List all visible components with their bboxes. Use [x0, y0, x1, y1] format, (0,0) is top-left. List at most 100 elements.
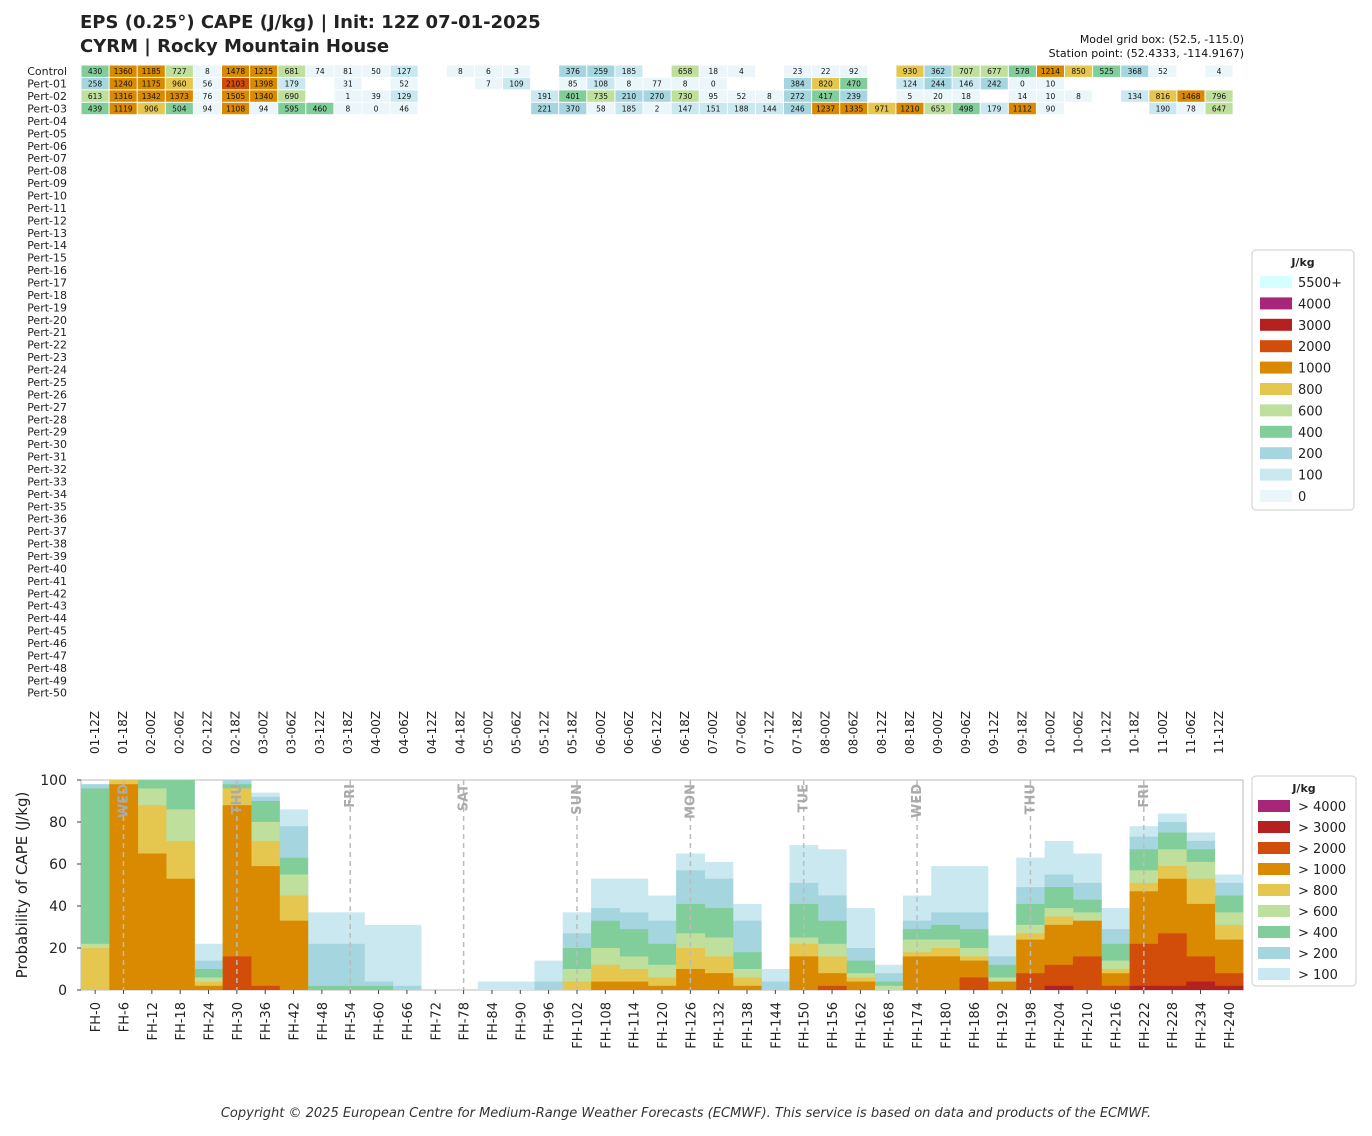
- cell-value: 239: [847, 92, 862, 101]
- cell-value: 850: [1071, 67, 1086, 76]
- cell-value: 92: [849, 67, 859, 76]
- heatmap-cell: [109, 65, 137, 77]
- heatmap-cell: [1121, 65, 1149, 77]
- cell-value: 109: [509, 80, 524, 89]
- cell-value: 2: [655, 105, 660, 114]
- cell-value: 1210: [900, 105, 919, 114]
- day-marker-label: SAT: [457, 784, 472, 811]
- heatmap-cell: [1036, 102, 1064, 115]
- cell-value: 1360: [114, 67, 133, 76]
- heatmap-cell: [615, 102, 643, 115]
- row-label: Pert-04: [27, 115, 67, 128]
- cell-value: 727: [172, 67, 187, 76]
- cell-value: 134: [1128, 92, 1143, 101]
- x-tick-label: FH-186: [968, 1002, 983, 1049]
- heatmap-cell: [1205, 90, 1233, 102]
- cell-value: 1478: [226, 67, 245, 76]
- heatmap-cell: [137, 65, 165, 77]
- cell-value: 370: [566, 105, 581, 114]
- heatmap-cell: [868, 102, 896, 115]
- heatmap-cell: [503, 77, 531, 90]
- probability-bar: [931, 956, 960, 990]
- x-tick-label: FH-120: [656, 1002, 671, 1049]
- row-label: Pert-49: [27, 674, 67, 687]
- heatmap-cell: [1036, 65, 1064, 77]
- column-label: 03-06Z: [285, 711, 299, 754]
- heatmap-cell: [1205, 102, 1233, 115]
- x-tick-label: FH-108: [599, 1002, 614, 1049]
- cell-value: 151: [706, 105, 721, 114]
- probability-bar: [364, 985, 394, 990]
- column-label: 08-06Z: [847, 711, 861, 754]
- probability-bar: [307, 943, 337, 990]
- heatmap-cell: [980, 77, 1008, 90]
- heatmap-cell: [784, 65, 812, 77]
- cell-value: 7: [486, 80, 491, 89]
- heatmap-cell: [615, 77, 643, 90]
- row-label: Pert-40: [27, 562, 67, 575]
- cell-value: 1398: [254, 80, 273, 89]
- probability-bar: [1157, 933, 1187, 990]
- x-tick-label: FH-138: [741, 1002, 756, 1049]
- cell-value: 1: [346, 92, 351, 101]
- x-tick-label: FH-114: [628, 1002, 643, 1049]
- row-label: Pert-13: [27, 227, 67, 240]
- heatmap-cell: [1205, 65, 1233, 77]
- probability-bar: [364, 981, 394, 990]
- heatmap-cell: [81, 102, 109, 115]
- row-label: Pert-07: [27, 152, 67, 165]
- legend-swatch: [1258, 884, 1290, 896]
- cell-value: 5: [908, 92, 913, 101]
- column-label: 02-06Z: [172, 711, 186, 754]
- x-tick-label: FH-162: [854, 1002, 869, 1049]
- cell-value: 930: [903, 67, 918, 76]
- probability-bar: [846, 981, 875, 990]
- legend-swatch: [1260, 425, 1292, 438]
- heatmap-cell: [980, 65, 1008, 77]
- heatmap-cell: [1121, 90, 1149, 102]
- heatmap-cell: [1065, 90, 1093, 102]
- heatmap-cell: [531, 102, 559, 115]
- cell-value: 50: [371, 67, 381, 76]
- heatmap-cell: [390, 102, 418, 115]
- heatmap-cell: [1008, 77, 1036, 90]
- row-label: Pert-44: [27, 612, 67, 625]
- heatmap-legend-title: J/kg: [1290, 256, 1314, 269]
- x-tick-label: FH-156: [826, 1002, 841, 1049]
- cell-value: 23: [793, 67, 803, 76]
- heatmap-cell: [1008, 90, 1036, 102]
- cell-value: 76: [203, 92, 213, 101]
- row-label: Pert-41: [27, 575, 67, 588]
- cell-value: 56: [203, 80, 213, 89]
- day-marker-label: MON: [683, 784, 698, 819]
- cell-value: 246: [790, 105, 805, 114]
- heatmap-cell: [896, 90, 924, 102]
- x-tick-label: FH-12: [146, 1002, 161, 1041]
- cell-value: 971: [875, 105, 890, 114]
- probability-bar: [761, 981, 790, 990]
- row-label: Pert-17: [27, 277, 67, 290]
- probability-bar: [251, 866, 280, 990]
- column-label: 02-12Z: [200, 711, 214, 754]
- row-label: Pert-25: [27, 376, 67, 389]
- cell-value: 470: [847, 80, 862, 89]
- heatmap-cell: [755, 90, 783, 102]
- heatmap-cell: [278, 102, 306, 115]
- legend-label: > 800: [1298, 884, 1338, 899]
- x-tick-label: FH-228: [1166, 1002, 1181, 1049]
- row-label: Pert-21: [27, 326, 67, 339]
- probability-bar: [534, 981, 564, 990]
- cell-value: 81: [343, 67, 353, 76]
- probability-bar: [137, 853, 167, 990]
- cell-value: 85: [568, 80, 578, 89]
- cell-value: 1112: [1013, 105, 1032, 114]
- column-label: 01-18Z: [116, 711, 130, 754]
- heatmap-cell: [952, 90, 980, 102]
- cell-value: 18: [961, 92, 971, 101]
- x-tick-label: FH-6: [118, 1002, 133, 1032]
- heatmap-cell: [699, 65, 727, 77]
- cell-value: 1335: [844, 105, 863, 114]
- heatmap-cell: [727, 102, 755, 115]
- cell-value: 6: [486, 67, 491, 76]
- legend-label: 800: [1298, 383, 1323, 398]
